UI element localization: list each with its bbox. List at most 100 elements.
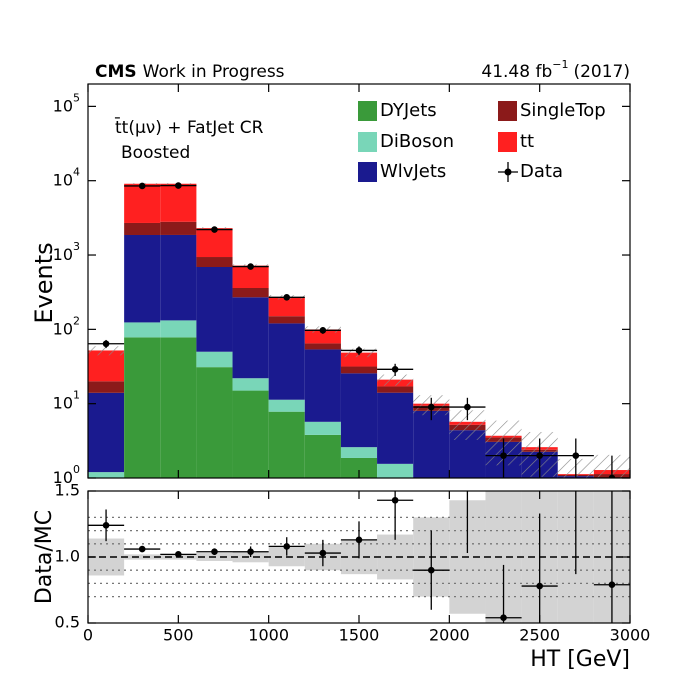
data-point (211, 226, 218, 233)
stack-segment (124, 183, 161, 223)
stack-segment (232, 297, 269, 379)
data-point (319, 327, 327, 334)
ratio-point (211, 548, 218, 556)
y-tick-base: 10 (53, 393, 73, 412)
legend-label: SingleTop (520, 100, 606, 121)
stack-segment (160, 320, 197, 338)
status: Work in Progress (143, 62, 285, 82)
stack-segment (340, 373, 378, 448)
stack-segment (124, 222, 161, 235)
stack-segment (88, 381, 125, 393)
data-point (572, 452, 580, 459)
annotation: Boosted (121, 143, 190, 163)
legend: DYJets DiBoson WlvJets SingleTop tt Data (358, 100, 606, 182)
stack-segment (304, 329, 341, 344)
data-point (247, 263, 254, 270)
ratio-point (536, 582, 543, 590)
data-point (536, 452, 543, 459)
x-tick-label: 500 (163, 626, 194, 645)
ratio-frame (87, 490, 631, 624)
ratio-point (247, 548, 254, 556)
stack-segment (88, 392, 125, 473)
x-tick-label: 0 (83, 626, 93, 645)
y-tick-exponent: 5 (73, 91, 80, 104)
ratio-point (608, 581, 616, 589)
stack-segment (304, 343, 341, 350)
stack-segment (340, 447, 378, 458)
ratio-point (283, 543, 291, 550)
legend-label: tt (520, 131, 534, 152)
y-tick-label: 105 (53, 91, 80, 115)
y-tick-label: 101 (53, 389, 80, 413)
stack-segment (413, 410, 450, 478)
x-tick-label: 1000 (248, 626, 289, 645)
data-point (608, 474, 616, 478)
data-point (283, 293, 291, 301)
main-panel (88, 182, 630, 478)
x-axis-label: HT [GeV] (530, 647, 630, 672)
stack-segment (196, 228, 233, 258)
legend-swatch (498, 132, 517, 152)
data-point (427, 403, 435, 411)
y-tick-label: 100 (53, 463, 80, 487)
stack-segment (340, 457, 378, 478)
x-tick-label: 3000 (610, 626, 651, 645)
stack-segment (160, 183, 197, 222)
y-tick-exponent: 4 (73, 166, 80, 179)
stack-segment (304, 421, 341, 435)
stack-segment (377, 386, 414, 393)
stack-segment (268, 411, 305, 478)
axes: 0 500 1000 1500 2000 2500 30001001011021031041… (53, 84, 651, 645)
legend-data-marker (504, 168, 512, 176)
main-frame (87, 83, 631, 479)
x-tick-label: 2500 (519, 626, 560, 645)
y-tick-exponent: 3 (73, 240, 80, 253)
data-point (464, 403, 471, 411)
ratio-point (175, 551, 182, 558)
stack-segment (160, 221, 197, 235)
ratio-point (319, 549, 327, 557)
ratio-panel (88, 491, 630, 623)
stack-segment (88, 472, 125, 478)
experiment: CMS (95, 62, 137, 82)
y-tick-base: 10 (53, 96, 73, 115)
data-point (175, 182, 182, 189)
data-point (138, 182, 146, 190)
stack-segment (196, 257, 233, 268)
lumi-label: 41.48 fb−1 (2017) (481, 58, 630, 82)
cms-label: CMS Work in Progress (95, 62, 285, 82)
ratio-y-tick-label: 1.5 (55, 481, 80, 500)
legend-label: Data (520, 161, 563, 182)
data-point (102, 340, 110, 348)
data-point (500, 452, 507, 459)
y-tick-base: 10 (53, 319, 73, 338)
ratio-point (102, 522, 110, 529)
stack-segment (268, 316, 305, 324)
y-tick-base: 10 (53, 468, 73, 487)
lumi-exponent: −1 (552, 58, 568, 71)
legend-swatch (358, 162, 377, 182)
stack-segment (268, 323, 305, 400)
x-tick-label: 1500 (339, 626, 380, 645)
stack-segment (232, 265, 269, 289)
y-tick-base: 10 (53, 245, 73, 264)
x-tick-label: 2000 (429, 626, 470, 645)
lumi: 41.48 fb (481, 62, 552, 82)
ratio-point (500, 614, 507, 622)
legend-swatch (358, 101, 377, 121)
ratio-uncertainty (124, 554, 161, 560)
stack-segment (377, 463, 414, 478)
ratio-y-tick-label: 0.5 (55, 613, 80, 632)
lumi-year: (2017) (573, 62, 630, 82)
ratio-point (138, 545, 146, 553)
y-tick-label: 104 (53, 166, 80, 190)
stack-segment (196, 367, 233, 478)
stack-segment (304, 434, 341, 478)
stack-segment (232, 288, 269, 298)
y-tick-exponent: 1 (73, 389, 80, 402)
stack-segment (196, 351, 233, 368)
stack-segment (377, 392, 414, 464)
stack-segment (124, 337, 161, 478)
stack-segment (340, 366, 378, 374)
mc-uncertainty (88, 346, 125, 356)
